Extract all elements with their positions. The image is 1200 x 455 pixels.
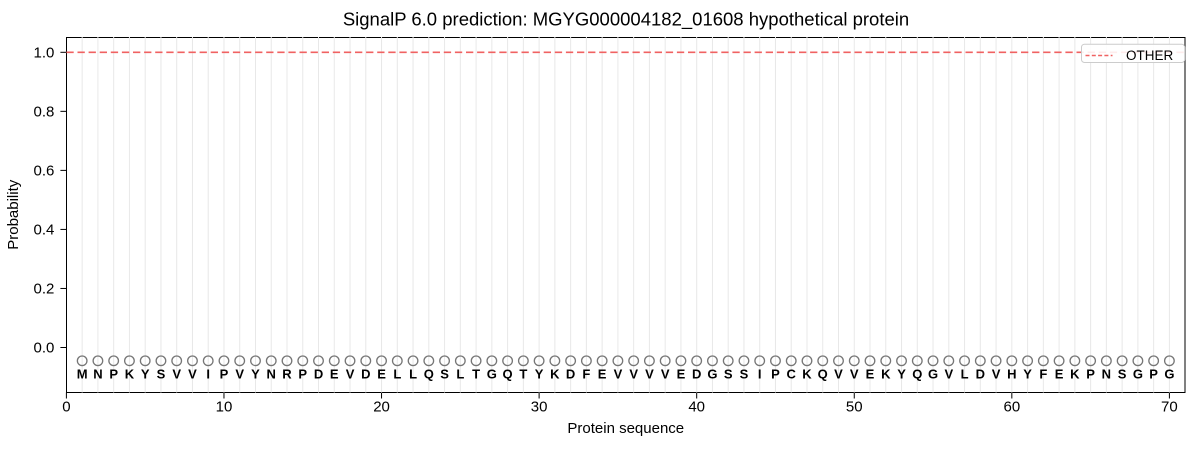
svg-text:V: V — [346, 367, 355, 382]
svg-text:Protein sequence: Protein sequence — [567, 420, 684, 437]
svg-text:H: H — [1007, 367, 1016, 382]
svg-text:0.0: 0.0 — [34, 340, 55, 357]
svg-text:Y: Y — [535, 367, 544, 382]
svg-text:E: E — [598, 367, 607, 382]
svg-text:K: K — [125, 367, 135, 382]
svg-text:L: L — [409, 367, 417, 382]
svg-text:50: 50 — [846, 399, 863, 416]
svg-text:R: R — [282, 367, 292, 382]
svg-text:F: F — [1039, 367, 1047, 382]
svg-text:I: I — [758, 367, 762, 382]
svg-text:D: D — [976, 367, 985, 382]
svg-text:Y: Y — [141, 367, 150, 382]
svg-text:E: E — [1055, 367, 1064, 382]
svg-text:SignalP 6.0 prediction: MGYG00: SignalP 6.0 prediction: MGYG000004182_01… — [343, 9, 909, 31]
svg-text:K: K — [1070, 367, 1080, 382]
svg-text:E: E — [866, 367, 875, 382]
svg-text:Probability: Probability — [5, 179, 22, 250]
svg-text:OTHER: OTHER — [1126, 48, 1174, 63]
svg-text:P: P — [1086, 367, 1095, 382]
svg-text:T: T — [472, 367, 480, 382]
svg-text:C: C — [787, 367, 797, 382]
svg-text:G: G — [1133, 367, 1143, 382]
svg-text:1.0: 1.0 — [34, 44, 55, 61]
svg-text:Y: Y — [1023, 367, 1032, 382]
svg-text:V: V — [614, 367, 623, 382]
svg-text:V: V — [629, 367, 638, 382]
svg-text:S: S — [724, 367, 733, 382]
svg-text:D: D — [314, 367, 323, 382]
svg-text:N: N — [93, 367, 102, 382]
svg-text:60: 60 — [1003, 399, 1020, 416]
svg-text:V: V — [172, 367, 181, 382]
svg-text:0.6: 0.6 — [34, 162, 55, 179]
svg-text:V: V — [661, 367, 670, 382]
svg-text:Q: Q — [818, 367, 828, 382]
svg-text:Y: Y — [251, 367, 260, 382]
svg-text:L: L — [961, 367, 969, 382]
svg-text:I: I — [206, 367, 210, 382]
svg-text:0.2: 0.2 — [34, 280, 55, 297]
svg-text:S: S — [440, 367, 449, 382]
svg-text:P: P — [109, 367, 118, 382]
svg-text:S: S — [1118, 367, 1127, 382]
svg-text:10: 10 — [216, 399, 233, 416]
svg-text:V: V — [992, 367, 1001, 382]
svg-text:40: 40 — [688, 399, 705, 416]
svg-text:D: D — [692, 367, 701, 382]
svg-text:30: 30 — [531, 399, 548, 416]
svg-text:K: K — [550, 367, 560, 382]
svg-text:T: T — [519, 367, 527, 382]
svg-text:Q: Q — [503, 367, 513, 382]
svg-text:70: 70 — [1161, 399, 1178, 416]
svg-text:N: N — [267, 367, 276, 382]
svg-text:M: M — [77, 367, 88, 382]
svg-text:P: P — [220, 367, 229, 382]
svg-text:0.8: 0.8 — [34, 103, 55, 120]
svg-text:V: V — [235, 367, 244, 382]
svg-text:K: K — [802, 367, 812, 382]
svg-text:Q: Q — [912, 367, 922, 382]
svg-text:0: 0 — [62, 399, 70, 416]
svg-text:S: S — [157, 367, 166, 382]
svg-text:0.4: 0.4 — [34, 221, 55, 238]
svg-text:G: G — [707, 367, 717, 382]
svg-text:F: F — [582, 367, 590, 382]
svg-text:E: E — [330, 367, 339, 382]
svg-text:G: G — [928, 367, 938, 382]
svg-text:20: 20 — [373, 399, 390, 416]
svg-text:L: L — [456, 367, 464, 382]
svg-text:V: V — [834, 367, 843, 382]
svg-text:L: L — [393, 367, 401, 382]
svg-text:V: V — [188, 367, 197, 382]
svg-text:K: K — [881, 367, 891, 382]
svg-text:P: P — [1149, 367, 1158, 382]
svg-text:P: P — [298, 367, 307, 382]
svg-text:V: V — [944, 367, 953, 382]
svg-text:V: V — [645, 367, 654, 382]
svg-text:N: N — [1102, 367, 1111, 382]
svg-text:G: G — [1164, 367, 1174, 382]
svg-text:G: G — [487, 367, 497, 382]
svg-text:E: E — [677, 367, 686, 382]
svg-text:S: S — [740, 367, 749, 382]
svg-text:V: V — [850, 367, 859, 382]
svg-text:Q: Q — [424, 367, 434, 382]
svg-text:P: P — [771, 367, 780, 382]
svg-text:Y: Y — [897, 367, 906, 382]
svg-text:D: D — [361, 367, 370, 382]
svg-text:E: E — [377, 367, 386, 382]
svg-text:D: D — [566, 367, 575, 382]
